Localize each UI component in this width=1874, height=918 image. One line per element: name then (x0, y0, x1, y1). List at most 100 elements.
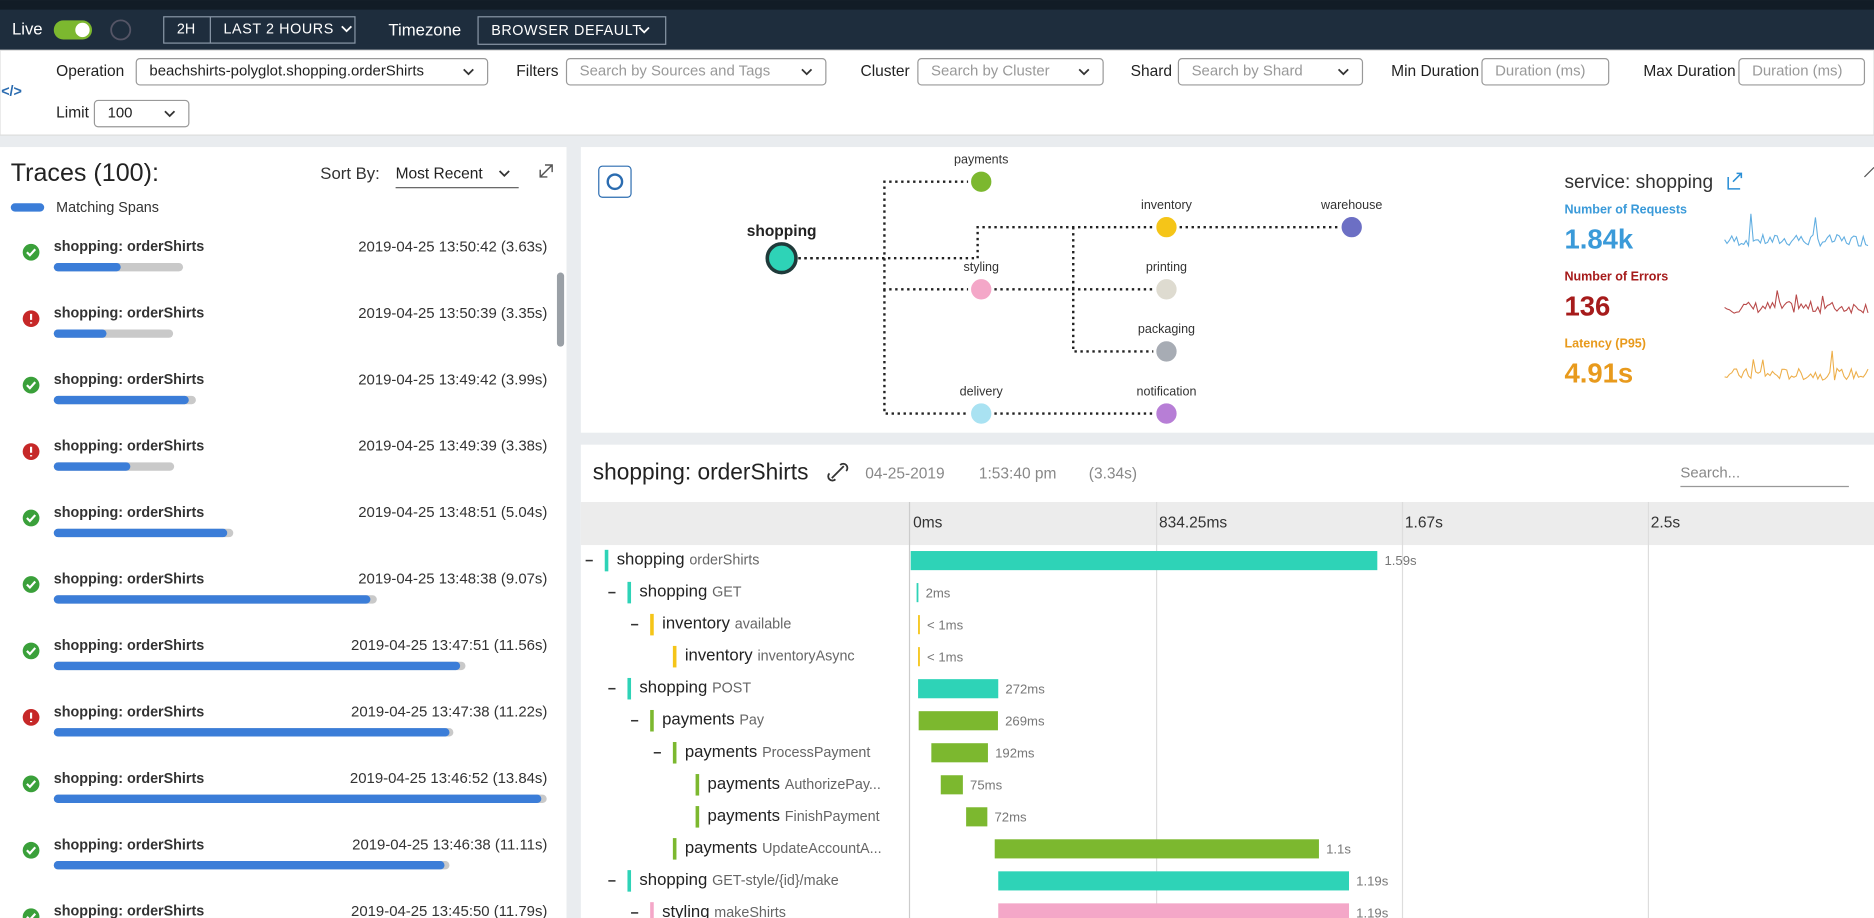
span-bar[interactable] (966, 807, 988, 827)
span-bar[interactable] (998, 871, 1350, 891)
metric-label: Number of Requests (1564, 203, 1687, 217)
span-service: inventory inventoryAsync (685, 646, 855, 665)
filter-box[interactable] (565, 58, 827, 86)
range-box[interactable] (163, 16, 356, 44)
status-icon (22, 376, 40, 394)
span-bar[interactable] (918, 615, 920, 635)
service-node[interactable] (969, 402, 993, 425)
trace-name[interactable]: shopping: orderShirts (54, 239, 204, 255)
filter-box[interactable] (1481, 58, 1610, 86)
chevron (1078, 68, 1090, 76)
sparkline (1724, 290, 1869, 316)
timezone-label: Timezone (388, 21, 461, 40)
tick-label: 0ms (913, 515, 943, 532)
trace-name[interactable]: shopping: orderShirts (54, 904, 204, 918)
span-bar[interactable] (916, 583, 919, 603)
operation-name: AuthorizePay... (785, 777, 881, 793)
operation-name: UpdateAccountA... (762, 841, 881, 857)
service-node[interactable] (969, 170, 993, 194)
span-bar[interactable] (931, 743, 988, 763)
span-duration: < 1ms (927, 617, 964, 632)
tick-label: 834.25ms (1159, 515, 1227, 532)
span-duration: 1.19s (1356, 874, 1389, 889)
span-bar[interactable] (918, 679, 999, 699)
span-bar[interactable] (998, 903, 1350, 918)
matching-bar (53, 861, 445, 870)
status-icon (22, 841, 40, 859)
node-label: delivery (960, 384, 1004, 398)
span-duration: 192ms (995, 745, 1035, 760)
span-duration: 1.19s (1356, 906, 1389, 918)
span-duration: 1.1s (1326, 842, 1351, 857)
scrollbar[interactable] (556, 272, 565, 347)
sort-value[interactable]: Most Recent (396, 166, 484, 183)
status-glyph (26, 780, 37, 789)
status-glyph (26, 248, 37, 257)
service-color (650, 613, 654, 636)
span-service: payments AuthorizePay... (708, 774, 881, 793)
trace-name[interactable]: shopping: orderShirts (54, 439, 204, 455)
expand-icon[interactable] (539, 164, 553, 178)
trace-time: 2019-04-25 13:47:51 (11.56s) (351, 637, 547, 654)
trace-name[interactable]: shopping: orderShirts (54, 306, 204, 322)
service-color (695, 806, 700, 828)
matching-bar (53, 595, 371, 604)
operation-name: FinishPayment (785, 809, 880, 825)
filter-box[interactable] (135, 58, 489, 86)
span-service: payments UpdateAccountA... (685, 838, 882, 857)
metric-label: Latency (P95) (1564, 337, 1645, 351)
service-node[interactable] (1155, 277, 1178, 301)
chevron (498, 170, 510, 178)
service-node[interactable] (1155, 340, 1178, 363)
service-color (672, 838, 677, 860)
service-node[interactable] (765, 242, 798, 275)
service-color (672, 645, 677, 668)
service-node[interactable] (1340, 215, 1364, 239)
trace-name[interactable]: shopping: orderShirts (54, 505, 204, 521)
map-icon-glyph (606, 173, 624, 191)
trace-name[interactable]: shopping: orderShirts (54, 771, 204, 787)
span-bar[interactable] (918, 711, 998, 731)
range: LAST 2 HOURS (223, 22, 333, 38)
trace-time: 2019-04-25 13:50:42 (3.63s) (358, 238, 547, 255)
filter-box[interactable] (93, 99, 190, 128)
status-icon (22, 576, 40, 593)
timezone-box[interactable] (477, 16, 667, 45)
filter-box[interactable] (1738, 58, 1866, 86)
span-service: shopping GET (639, 582, 741, 601)
trace-name[interactable]: shopping: orderShirts (54, 704, 204, 720)
map-icon[interactable] (598, 165, 632, 198)
span-bar[interactable] (918, 647, 920, 667)
operation-name: available (735, 616, 792, 632)
filter-box[interactable] (1177, 58, 1364, 86)
live-knob (75, 22, 90, 38)
trace-time: 2019-04-25 13:48:38 (9.07s) (358, 571, 547, 588)
trace-name[interactable]: shopping: orderShirts (54, 638, 204, 654)
trace-name[interactable]: shopping: orderShirts (54, 372, 204, 388)
service-name: payments (685, 742, 757, 761)
timeline-header (580, 502, 1874, 546)
span-bar[interactable] (910, 551, 1378, 571)
span-service: shopping orderShirts (617, 550, 760, 569)
service-node[interactable] (969, 277, 993, 301)
service-name: shopping (639, 870, 707, 889)
refresh[interactable] (110, 19, 132, 41)
external-link[interactable] (1727, 172, 1743, 190)
trace-name[interactable]: shopping: orderShirts (54, 571, 204, 587)
filter-label: Max Duration (1643, 63, 1735, 80)
service-name: payments (662, 710, 734, 729)
service-node[interactable] (1155, 215, 1178, 239)
link-icon[interactable] (827, 462, 849, 482)
span-bar[interactable] (940, 775, 963, 795)
trace-name[interactable]: shopping: orderShirts (54, 837, 204, 853)
service-node[interactable] (1155, 402, 1178, 425)
metric-value: 4.91s (1564, 358, 1633, 389)
span-service: payments FinishPayment (708, 806, 880, 825)
service-color (627, 870, 632, 892)
matching-bar (53, 462, 131, 471)
search[interactable]: Search... (1680, 464, 1740, 481)
span-bar[interactable] (994, 839, 1319, 859)
operation-name: inventoryAsync (757, 648, 854, 664)
code-icon[interactable]: </> (1, 84, 22, 100)
filter-box[interactable] (917, 58, 1104, 86)
